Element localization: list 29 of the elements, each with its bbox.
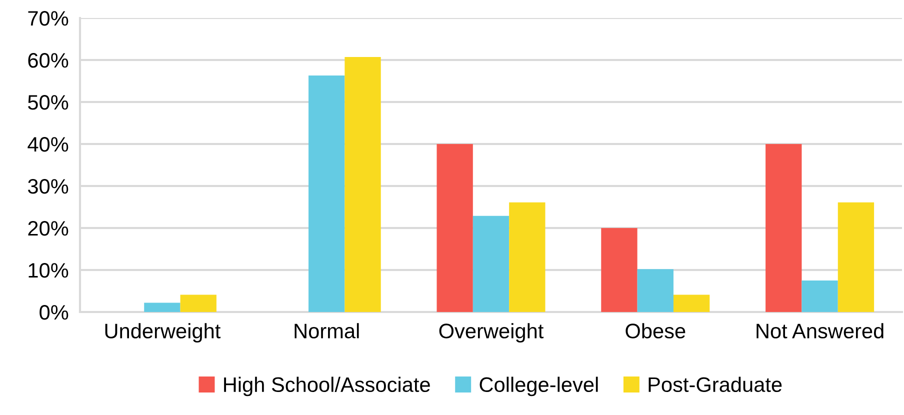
bar bbox=[308, 76, 345, 312]
bar bbox=[802, 280, 838, 312]
bar bbox=[766, 144, 802, 312]
x-tick-label: Underweight bbox=[105, 323, 221, 343]
x-tick-label: Overweight bbox=[439, 323, 544, 343]
bar bbox=[144, 302, 180, 312]
y-tick-label: 40% bbox=[28, 137, 68, 152]
legend-label: High School/Associate bbox=[224, 376, 430, 396]
bar bbox=[436, 144, 473, 312]
bar bbox=[673, 294, 710, 312]
y-tick-label: 60% bbox=[28, 53, 68, 68]
y-tick-label: 0% bbox=[40, 305, 68, 320]
legend-label: Post-Graduate bbox=[648, 376, 782, 392]
bar bbox=[472, 216, 510, 312]
y-tick-label: 10% bbox=[28, 263, 68, 278]
y-tick-label: 20% bbox=[28, 221, 68, 236]
x-tick-label: Normal bbox=[294, 323, 359, 338]
legend-label: College-level bbox=[480, 376, 598, 396]
x-tick-label: Obese bbox=[626, 323, 686, 338]
bar bbox=[838, 202, 874, 312]
x-tick-label: Not Answered bbox=[756, 323, 884, 338]
bar bbox=[601, 228, 638, 312]
y-tick-label: 50% bbox=[28, 95, 68, 110]
y-tick-label: 30% bbox=[28, 179, 68, 194]
bar bbox=[637, 269, 674, 312]
bar bbox=[509, 202, 546, 312]
bar bbox=[344, 57, 381, 312]
bar bbox=[180, 294, 216, 312]
y-tick-label: 70% bbox=[28, 11, 68, 26]
